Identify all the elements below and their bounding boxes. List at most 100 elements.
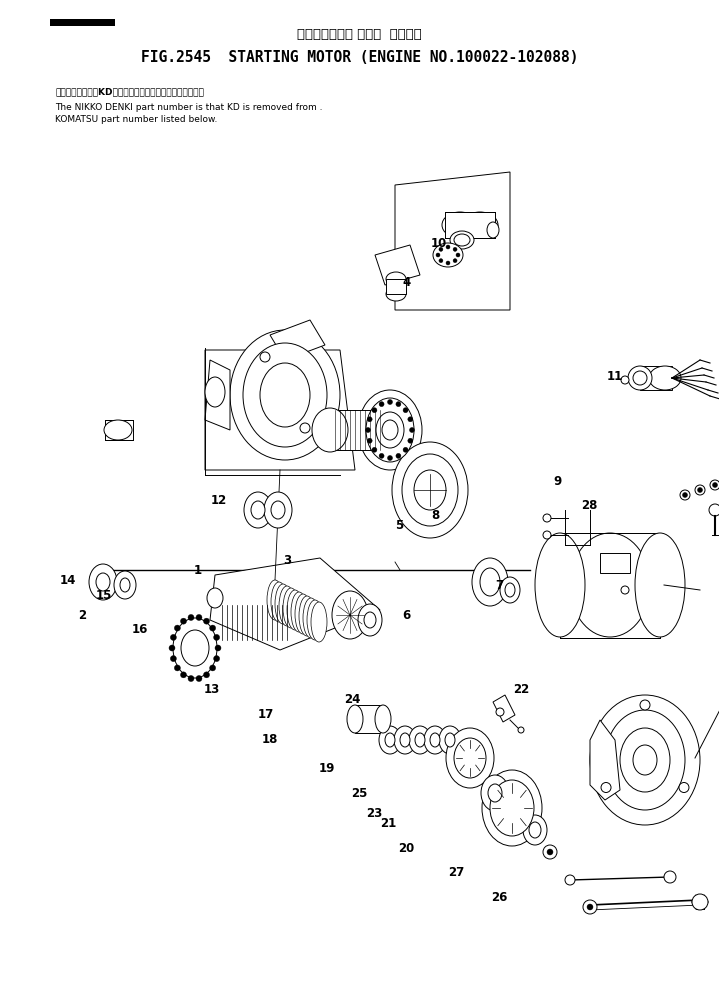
Ellipse shape bbox=[446, 728, 494, 788]
Ellipse shape bbox=[409, 726, 431, 754]
Text: 13: 13 bbox=[204, 682, 220, 696]
Polygon shape bbox=[395, 172, 510, 310]
Ellipse shape bbox=[472, 558, 508, 606]
Ellipse shape bbox=[633, 745, 657, 775]
Text: 11: 11 bbox=[607, 370, 623, 384]
Text: 27: 27 bbox=[449, 866, 464, 880]
Circle shape bbox=[664, 871, 676, 883]
Bar bbox=[355, 705, 383, 733]
Circle shape bbox=[408, 438, 413, 443]
Ellipse shape bbox=[299, 596, 315, 636]
Circle shape bbox=[713, 482, 718, 487]
Circle shape bbox=[518, 727, 524, 733]
Circle shape bbox=[188, 614, 194, 620]
Bar bbox=[386, 279, 406, 294]
Bar bbox=[105, 420, 133, 440]
Ellipse shape bbox=[207, 588, 223, 608]
Circle shape bbox=[439, 259, 443, 263]
Circle shape bbox=[697, 487, 702, 492]
Text: 5: 5 bbox=[395, 519, 403, 533]
Polygon shape bbox=[205, 350, 355, 470]
Ellipse shape bbox=[500, 577, 520, 603]
Ellipse shape bbox=[379, 726, 401, 754]
Circle shape bbox=[410, 428, 414, 433]
Ellipse shape bbox=[291, 592, 307, 632]
Text: 18: 18 bbox=[262, 732, 278, 746]
Text: 1: 1 bbox=[193, 563, 202, 577]
Text: 24: 24 bbox=[344, 692, 360, 706]
Ellipse shape bbox=[482, 770, 542, 846]
Circle shape bbox=[543, 514, 551, 522]
Ellipse shape bbox=[96, 573, 110, 591]
Ellipse shape bbox=[366, 398, 414, 462]
Ellipse shape bbox=[347, 705, 363, 733]
Text: 22: 22 bbox=[513, 682, 529, 696]
Text: 15: 15 bbox=[96, 588, 112, 602]
Text: 8: 8 bbox=[431, 509, 439, 523]
Text: 6: 6 bbox=[402, 608, 411, 622]
Ellipse shape bbox=[620, 728, 670, 792]
Ellipse shape bbox=[271, 501, 285, 519]
Circle shape bbox=[453, 259, 457, 263]
Circle shape bbox=[175, 625, 180, 631]
Ellipse shape bbox=[287, 590, 303, 630]
Circle shape bbox=[583, 900, 597, 914]
Circle shape bbox=[396, 453, 401, 458]
Ellipse shape bbox=[487, 222, 499, 238]
Circle shape bbox=[170, 635, 176, 641]
Bar bbox=[445, 212, 495, 238]
Ellipse shape bbox=[358, 604, 382, 636]
Bar bbox=[50, 19, 115, 26]
Ellipse shape bbox=[523, 815, 547, 845]
Ellipse shape bbox=[424, 726, 446, 754]
Ellipse shape bbox=[415, 733, 425, 747]
Ellipse shape bbox=[450, 231, 474, 249]
Ellipse shape bbox=[628, 366, 652, 390]
Ellipse shape bbox=[173, 618, 217, 678]
Circle shape bbox=[260, 352, 270, 362]
Text: 3: 3 bbox=[283, 554, 292, 567]
Text: スターティング モータ  適用号機: スターティング モータ 適用号機 bbox=[297, 29, 422, 42]
Circle shape bbox=[215, 645, 221, 651]
Ellipse shape bbox=[385, 733, 395, 747]
Ellipse shape bbox=[364, 612, 376, 628]
Ellipse shape bbox=[260, 363, 310, 427]
Circle shape bbox=[640, 700, 650, 710]
Ellipse shape bbox=[251, 501, 265, 519]
Polygon shape bbox=[205, 360, 230, 430]
Ellipse shape bbox=[244, 492, 272, 528]
Ellipse shape bbox=[382, 420, 398, 440]
Circle shape bbox=[565, 875, 575, 885]
Text: 23: 23 bbox=[366, 806, 382, 820]
Ellipse shape bbox=[454, 738, 486, 778]
Ellipse shape bbox=[295, 594, 311, 634]
Circle shape bbox=[214, 635, 219, 641]
Ellipse shape bbox=[303, 598, 319, 638]
Polygon shape bbox=[270, 320, 325, 360]
Circle shape bbox=[446, 261, 450, 265]
Circle shape bbox=[367, 417, 372, 422]
Polygon shape bbox=[590, 720, 620, 800]
Ellipse shape bbox=[442, 212, 478, 238]
Circle shape bbox=[496, 708, 504, 716]
Ellipse shape bbox=[590, 695, 700, 825]
Ellipse shape bbox=[635, 533, 685, 637]
Text: 17: 17 bbox=[258, 707, 274, 721]
Polygon shape bbox=[493, 695, 515, 722]
Text: 品番のメーカ記号KDを除いたものが日興電機の品番です。: 品番のメーカ記号KDを除いたものが日興電機の品番です。 bbox=[55, 87, 204, 96]
Ellipse shape bbox=[311, 602, 327, 642]
Ellipse shape bbox=[271, 582, 287, 622]
Ellipse shape bbox=[535, 533, 585, 637]
Circle shape bbox=[367, 438, 372, 443]
Circle shape bbox=[692, 894, 708, 910]
Circle shape bbox=[439, 247, 443, 251]
Ellipse shape bbox=[114, 571, 136, 599]
Circle shape bbox=[180, 672, 186, 678]
Circle shape bbox=[543, 845, 557, 859]
Text: The NIKKO DENKI part number is that KD is removed from .: The NIKKO DENKI part number is that KD i… bbox=[55, 102, 323, 111]
Ellipse shape bbox=[481, 775, 509, 811]
Circle shape bbox=[403, 408, 408, 413]
Circle shape bbox=[210, 625, 216, 631]
Ellipse shape bbox=[529, 822, 541, 838]
Circle shape bbox=[710, 480, 719, 490]
